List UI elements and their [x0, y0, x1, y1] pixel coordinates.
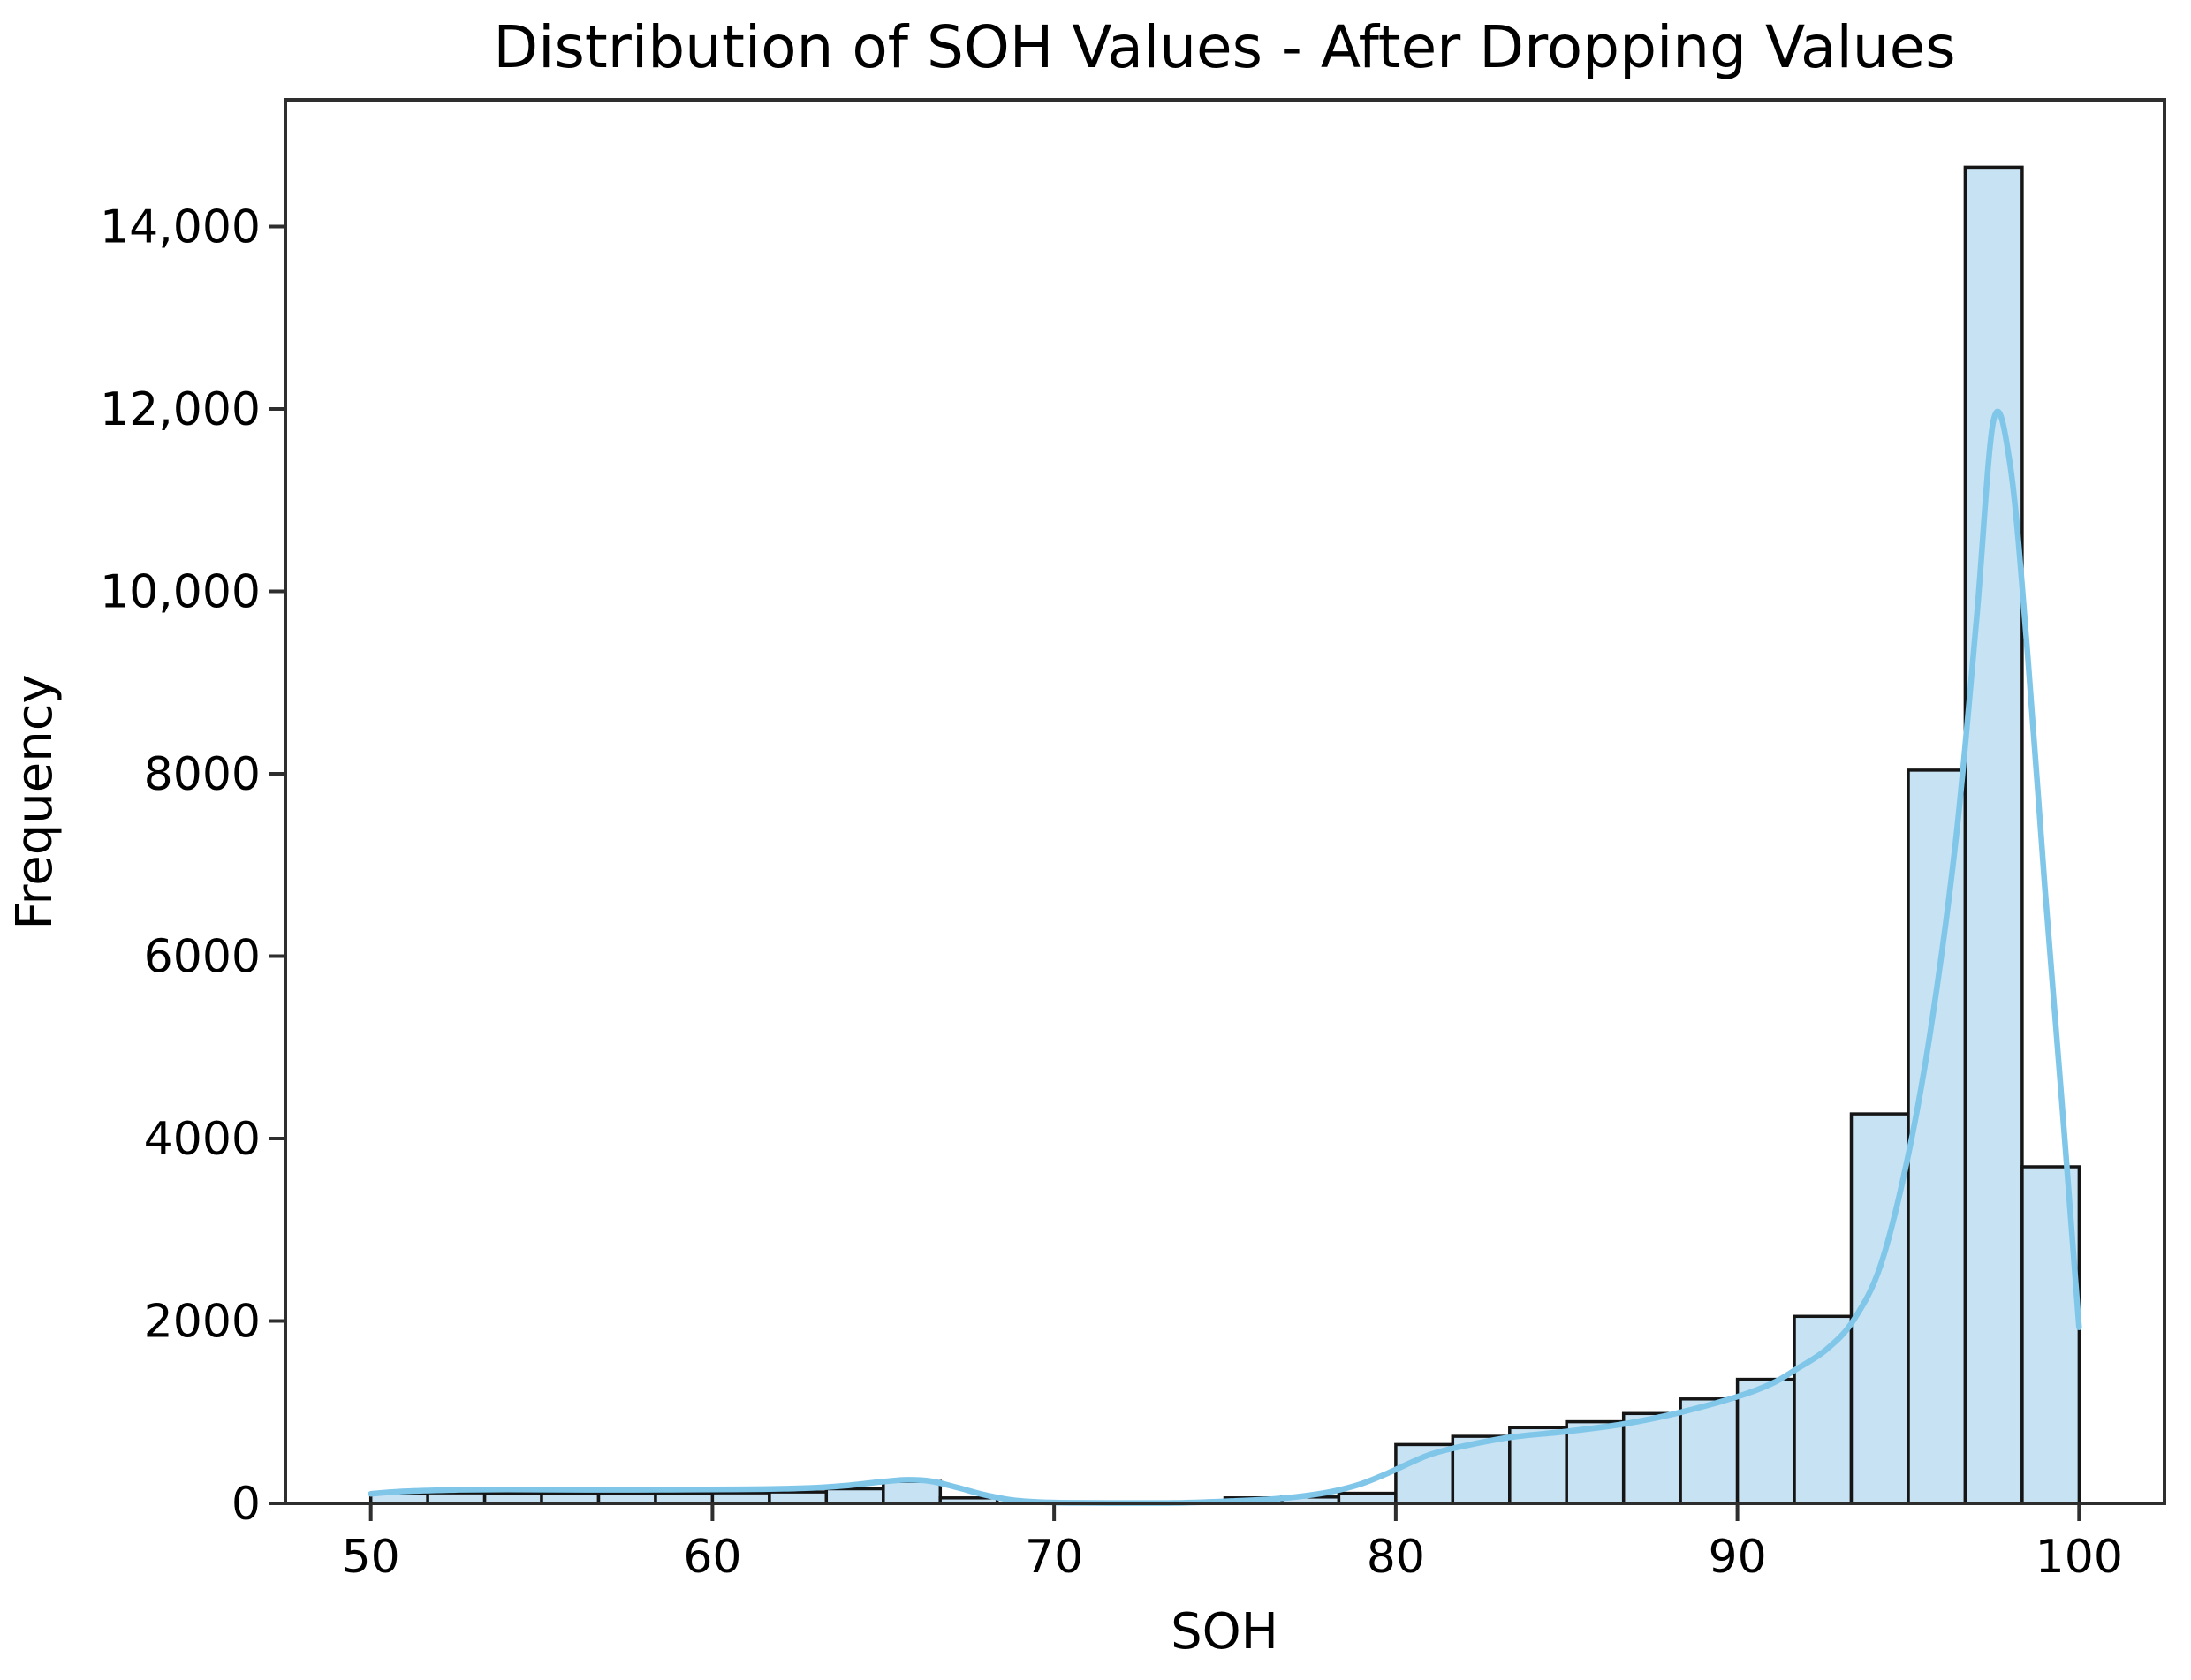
y-tick-label: 14,000 [100, 201, 261, 254]
x-tick-label: 50 [342, 1531, 400, 1584]
x-tick-label: 60 [683, 1531, 741, 1584]
y-tick-label: 8000 [144, 748, 261, 801]
histogram-bar [1907, 768, 1967, 1505]
histogram-bar [1621, 1411, 1682, 1505]
y-axis-label: Frequency [6, 674, 64, 929]
y-axis-ticks: 0 2000 4000 6000 8000 10,000 12,000 14,000 [100, 201, 284, 1531]
histogram-bar [1679, 1397, 1740, 1505]
y-tick-label: 12,000 [100, 383, 261, 436]
x-axis-ticks: 50 60 70 80 90 100 [342, 1505, 2123, 1584]
kde-curve-group [368, 408, 2082, 1506]
y-tick-label: 2000 [144, 1296, 261, 1349]
histogram-bar [1793, 1314, 1854, 1505]
x-tick-label: 100 [2036, 1531, 2123, 1584]
x-tick-label: 70 [1025, 1531, 1083, 1584]
histogram-bars [368, 165, 2081, 1505]
x-tick-label: 80 [1367, 1531, 1425, 1584]
histogram-bar [1735, 1377, 1796, 1505]
plot-border [284, 98, 2166, 1505]
chart-title: Distribution of SOH Values - After Dropp… [493, 13, 1955, 81]
histogram-bar [824, 1487, 885, 1505]
y-tick-label: 10,000 [100, 566, 261, 619]
y-tick-label: 0 [231, 1478, 261, 1531]
histogram-bar [1565, 1419, 1626, 1505]
kde-curve [368, 408, 2082, 1506]
y-tick-label: 4000 [144, 1113, 261, 1166]
histogram-bar [1451, 1434, 1512, 1505]
axes-spines [284, 98, 2166, 1505]
histogram-bar [882, 1479, 943, 1505]
x-tick-label: 90 [1709, 1531, 1767, 1584]
y-tick-label: 6000 [144, 931, 261, 984]
x-axis-label: SOH [1171, 1603, 1278, 1661]
histogram-bar [1963, 165, 2024, 1505]
